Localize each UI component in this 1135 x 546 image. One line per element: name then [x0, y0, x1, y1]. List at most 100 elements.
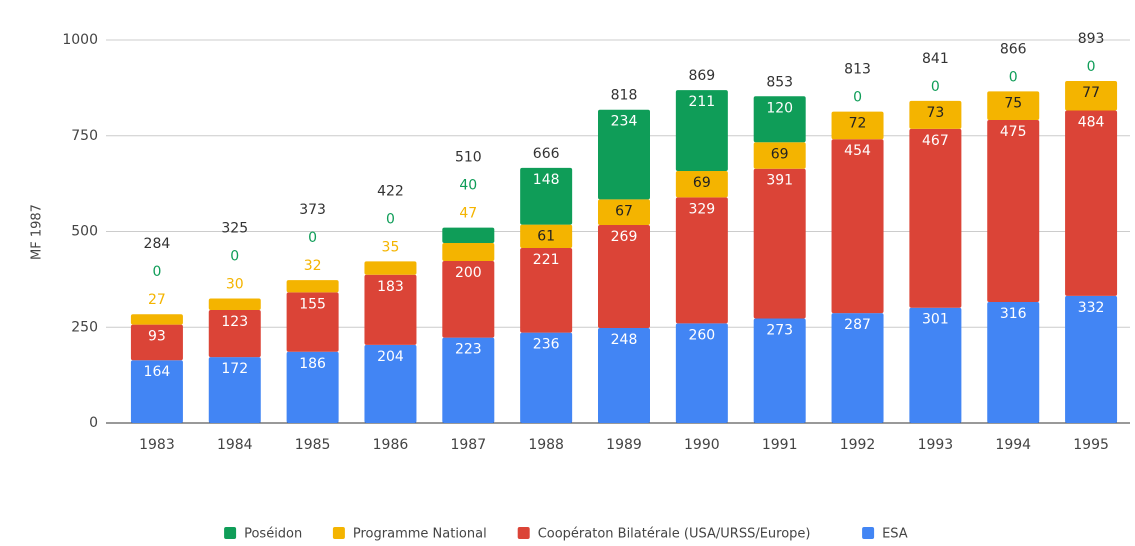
value-label: 120: [766, 100, 793, 116]
value-label: 35: [382, 239, 400, 255]
bar-segment: [909, 100, 962, 129]
value-label: 155: [299, 296, 326, 312]
x-tick-label: 1989: [606, 437, 642, 453]
legend-swatch: [517, 527, 530, 539]
value-label: 77: [1082, 85, 1100, 101]
bar-segment: [442, 337, 495, 423]
x-tick-label: 1986: [373, 437, 409, 453]
legend-label: Poséidon: [244, 527, 302, 542]
bar-segment: [130, 324, 183, 361]
bar-segment: [208, 298, 261, 311]
total-label: 853: [766, 74, 793, 90]
bar-segment: [286, 280, 339, 293]
value-label: 332: [1078, 300, 1105, 316]
value-label: 69: [693, 175, 711, 191]
bar-segment: [987, 301, 1040, 423]
total-label: 893: [1078, 31, 1105, 47]
bar-segment: [909, 307, 962, 423]
x-tick-label: 1984: [217, 437, 253, 453]
bar-segment: [1065, 110, 1118, 296]
bar-segment: [520, 167, 573, 225]
bar-segment: [987, 120, 1040, 302]
legend-swatch: [224, 527, 237, 539]
bar-segment: [753, 96, 806, 143]
value-label: 123: [221, 314, 248, 330]
value-label: 75: [1004, 95, 1022, 111]
value-label: 391: [766, 173, 793, 189]
x-tick-label: 1987: [450, 437, 486, 453]
y-axis-label: MF 1987: [30, 204, 45, 260]
x-tick-label: 1985: [295, 437, 331, 453]
x-tick-label: 1995: [1073, 437, 1109, 453]
value-label: 32: [304, 258, 322, 274]
total-label: 666: [533, 146, 560, 162]
bar-segment: [831, 111, 884, 140]
value-label: 148: [533, 172, 560, 188]
bar-segment: [364, 261, 417, 275]
total-label: 284: [144, 236, 171, 252]
total-label: 510: [455, 150, 482, 166]
value-label: 269: [611, 229, 638, 245]
value-label: 260: [688, 327, 715, 343]
x-tick-label: 1983: [139, 437, 175, 453]
legend-swatch: [862, 527, 875, 539]
bar-segment: [909, 128, 962, 308]
value-label: 329: [688, 201, 715, 217]
bar-segment: [675, 323, 728, 423]
value-label: 0: [386, 211, 395, 227]
bar-segment: [208, 357, 261, 423]
value-label: 273: [766, 322, 793, 338]
value-label: 200: [455, 265, 482, 281]
total-label: 813: [844, 62, 871, 78]
y-tick-label: 0: [89, 415, 98, 431]
value-label: 0: [853, 90, 862, 106]
legend-swatch: [332, 527, 345, 539]
value-label: 223: [455, 342, 482, 358]
value-label: 0: [230, 249, 239, 265]
value-label: 204: [377, 349, 404, 365]
value-label: 40: [459, 178, 477, 194]
bar-segment: [208, 310, 261, 358]
value-label: 316: [1000, 306, 1027, 322]
bar-segment: [598, 199, 650, 225]
total-label: 841: [922, 51, 949, 67]
value-label: 454: [844, 143, 871, 159]
value-label: 47: [459, 206, 477, 222]
total-label: 325: [221, 221, 248, 237]
value-label: 211: [688, 94, 715, 110]
value-label: 467: [922, 133, 949, 149]
value-label: 61: [537, 229, 555, 245]
value-label: 93: [148, 329, 166, 345]
y-tick-label: 500: [71, 224, 98, 240]
value-label: 183: [377, 279, 404, 295]
bar-segment: [442, 227, 495, 243]
value-label: 72: [849, 116, 867, 132]
bar-segment: [364, 344, 417, 423]
bar-segment: [130, 360, 183, 423]
bar-segment: [130, 314, 183, 325]
value-label: 0: [1087, 59, 1096, 75]
bar-segment: [831, 139, 884, 314]
bar-segment: [987, 91, 1040, 121]
value-label: 27: [148, 292, 166, 308]
bar-segment: [286, 351, 339, 423]
value-label: 30: [226, 277, 244, 293]
value-label: 236: [533, 337, 560, 353]
value-label: 67: [615, 203, 633, 219]
bar-segment: [520, 224, 573, 248]
value-label: 0: [152, 264, 161, 280]
bar-segment: [753, 142, 806, 169]
value-label: 0: [1009, 69, 1018, 85]
legend-label: Programme National: [353, 527, 487, 542]
value-label: 287: [844, 317, 871, 333]
bar-segment: [1065, 295, 1118, 423]
bar-segment: [1065, 80, 1118, 111]
x-tick-label: 1993: [918, 437, 954, 453]
x-tick-label: 1991: [762, 437, 798, 453]
bar-segment: [675, 197, 728, 324]
bar-segment: [520, 247, 573, 333]
legend-label: ESA: [882, 527, 908, 542]
y-tick-label: 1000: [62, 32, 98, 48]
bar-segment: [442, 242, 495, 261]
